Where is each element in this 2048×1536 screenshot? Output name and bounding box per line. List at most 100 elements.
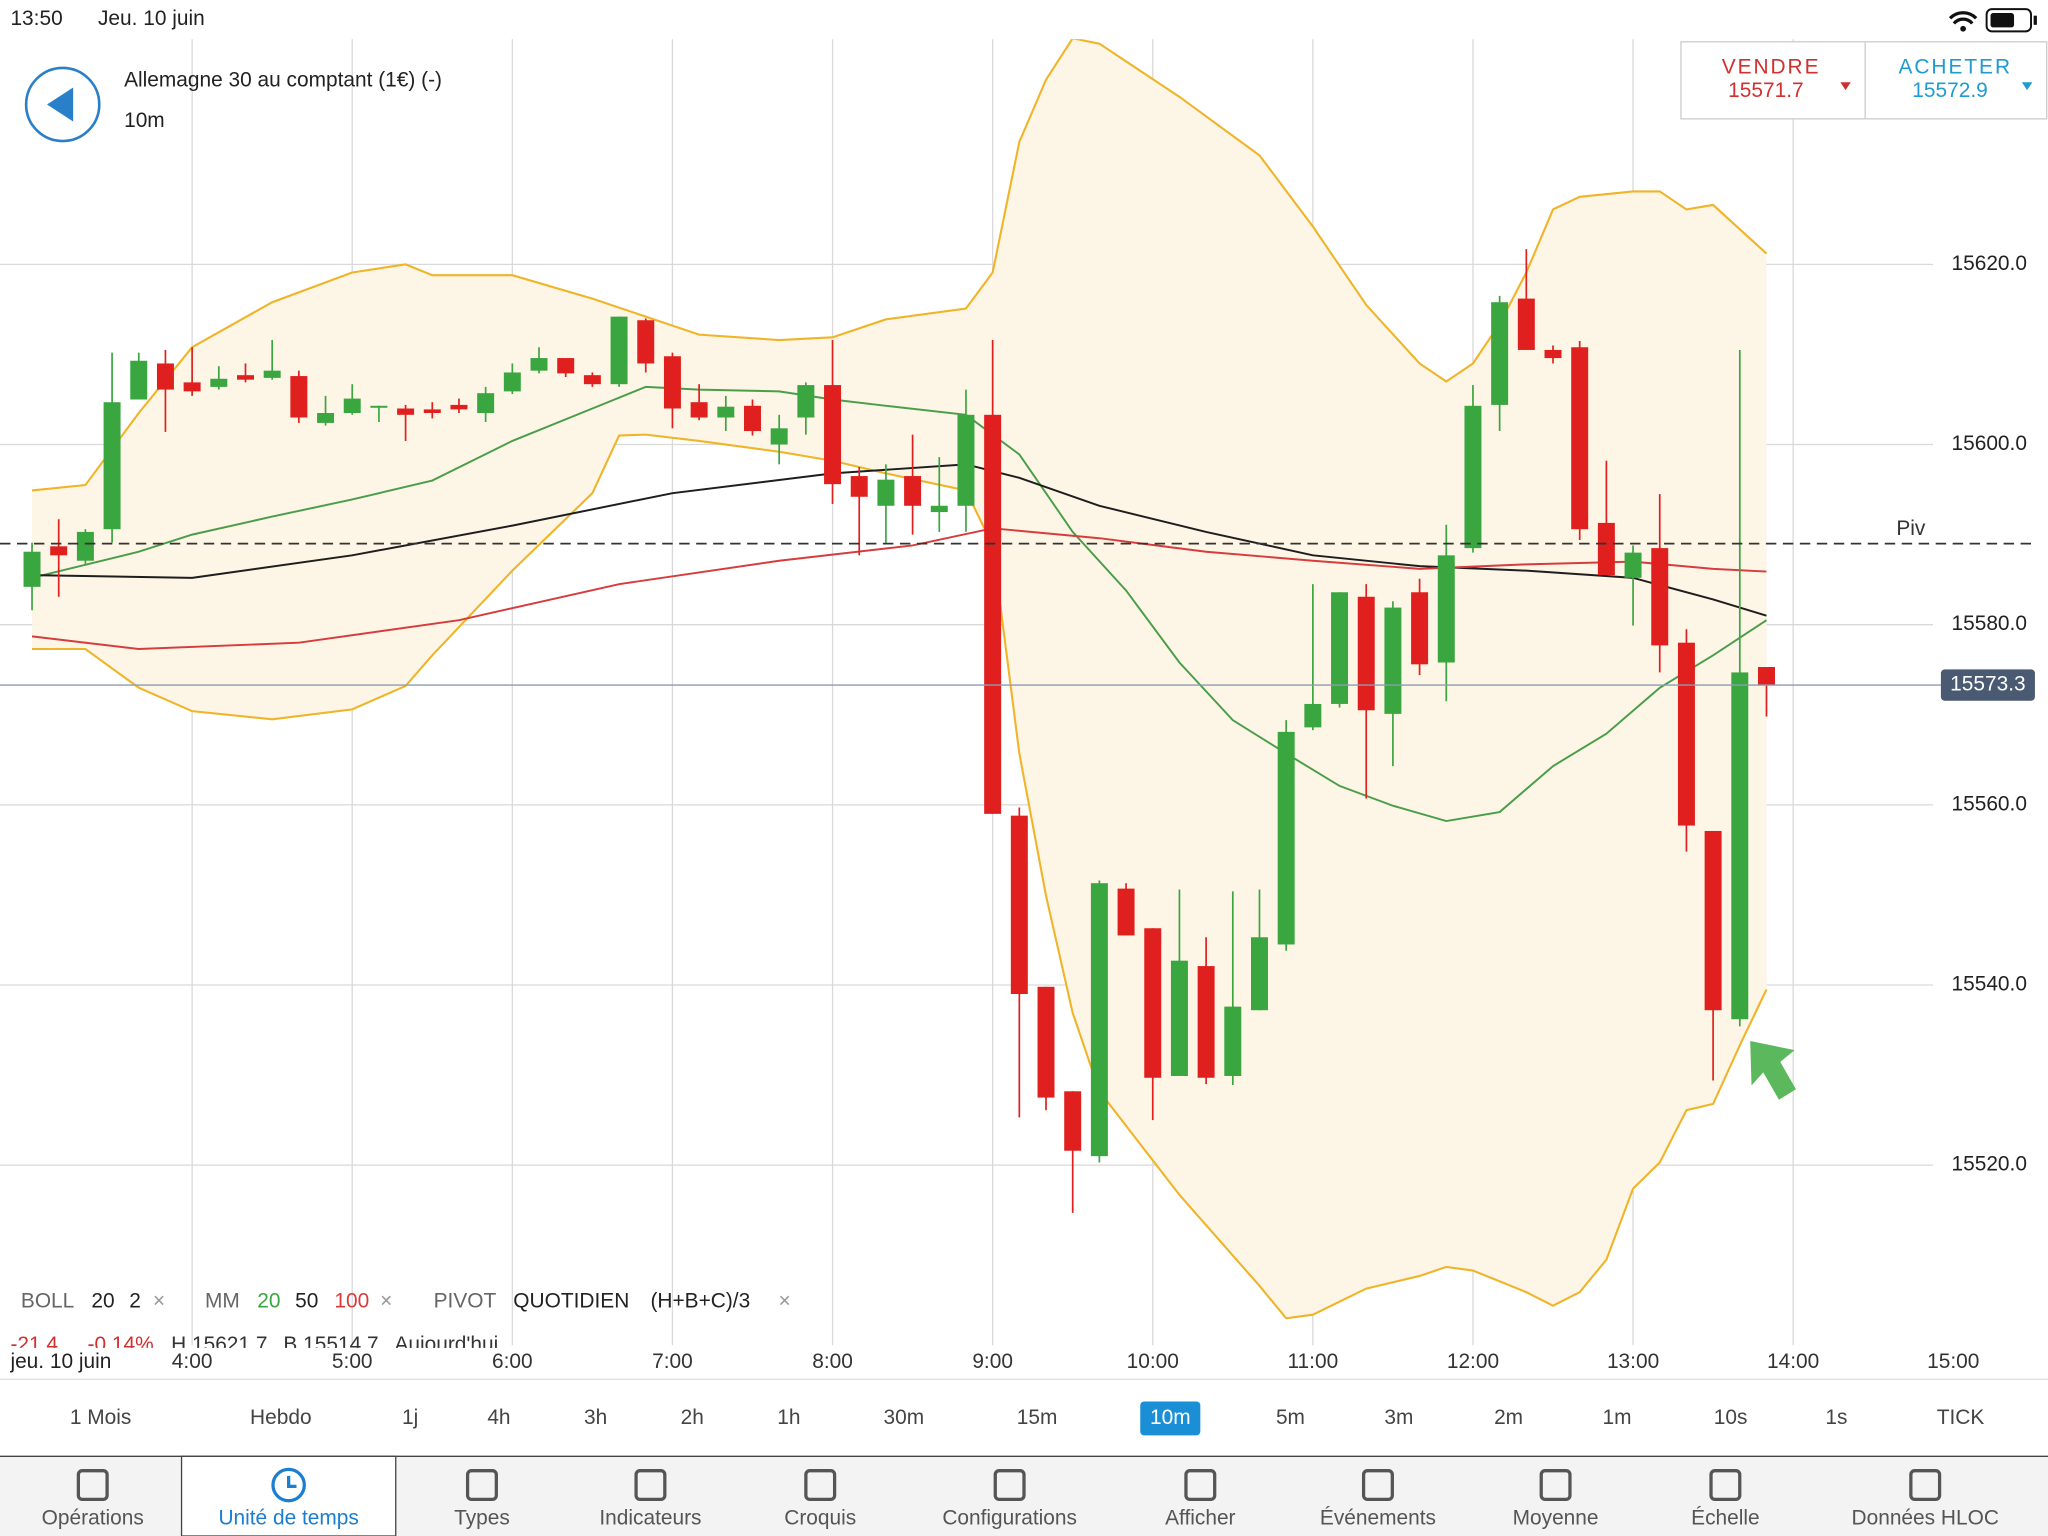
back-button[interactable] — [24, 66, 101, 143]
toolbar-label[interactable]: Types — [454, 1507, 510, 1530]
toolbar-label[interactable]: Croquis — [784, 1507, 856, 1530]
candle-body — [957, 414, 975, 506]
pivot-label: Piv — [1896, 517, 1926, 540]
band-fill — [32, 39, 1767, 1319]
candle-body — [904, 476, 922, 506]
remove-indicator[interactable]: × — [380, 1290, 392, 1313]
sell-label: VENDRE — [1722, 55, 1821, 78]
trade-box — [1680, 41, 2048, 120]
timeframe-option[interactable]: 4h — [487, 1406, 510, 1429]
candle-body — [1491, 302, 1509, 405]
icon-part — [1909, 1469, 1942, 1502]
candle-body — [1704, 830, 1722, 1011]
remove-indicator[interactable]: × — [778, 1290, 790, 1313]
toolbar-label[interactable]: Échelle — [1691, 1507, 1759, 1530]
buy-label: ACHETER — [1899, 55, 2012, 78]
chart-timeframe: 10m — [124, 109, 165, 132]
timeframe-option[interactable]: 5m — [1276, 1406, 1305, 1429]
instrument-title: Allemagne 30 au comptant (1€) (-) — [124, 68, 442, 91]
band-lower — [32, 433, 1768, 1320]
indicator-param: 20 — [257, 1290, 280, 1313]
candle-body — [1117, 888, 1135, 936]
candle-body — [1731, 672, 1749, 1020]
toolbar-label[interactable]: Moyenne — [1513, 1507, 1599, 1530]
sell-button[interactable]: VENDRE 15571.7 — [1722, 55, 1851, 102]
candle-body — [930, 505, 948, 513]
indicator-param: (H+B+C)/3 — [650, 1290, 750, 1313]
indicator-param: 2 — [129, 1290, 141, 1313]
candle-body — [156, 363, 174, 390]
timeframe-option[interactable]: 1m — [1602, 1406, 1631, 1429]
x-tick-label: 11:00 — [1288, 1350, 1339, 1373]
candle-body — [397, 408, 415, 415]
toolbar-label[interactable]: Configurations — [942, 1507, 1077, 1530]
candle-body — [1624, 552, 1642, 578]
toolbar-label[interactable]: Opérations — [42, 1507, 144, 1530]
candle-body — [1757, 667, 1775, 686]
candle-body — [1437, 555, 1455, 663]
candle-body — [877, 479, 895, 506]
timeframe-option[interactable]: 3m — [1384, 1406, 1413, 1429]
timeframe-option[interactable]: TICK — [1937, 1406, 1985, 1429]
candle-body — [1384, 607, 1402, 714]
timeframe-option[interactable]: 10s — [1714, 1406, 1748, 1429]
icon-part — [993, 1469, 1026, 1502]
moving-average — [32, 463, 1767, 617]
x-tick-label: 6:00 — [492, 1350, 533, 1373]
icon-part — [1361, 1469, 1394, 1502]
y-tick-label: 15580.0 — [1951, 612, 2026, 635]
candle-body — [583, 375, 601, 385]
buy-button[interactable]: ACHETER 15572.9 — [1899, 55, 2033, 102]
candle-body — [1544, 349, 1562, 359]
toolbar-label[interactable]: Afficher — [1165, 1507, 1235, 1530]
icon-part — [287, 1475, 297, 1488]
timeframe-option[interactable]: 2h — [681, 1406, 704, 1429]
candle-body — [850, 476, 868, 497]
candle-body — [690, 402, 708, 418]
timeframe-option[interactable]: 1 Mois — [70, 1406, 131, 1429]
candle-body — [50, 546, 68, 556]
toolbar-label[interactable]: Données HLOC — [1852, 1507, 1999, 1530]
candle-body — [1304, 703, 1322, 728]
candle-body — [1090, 883, 1108, 1157]
timeframe-option[interactable]: 2m — [1494, 1406, 1523, 1429]
plot-area — [0, 39, 1934, 1346]
candle-body — [130, 360, 148, 400]
indicator-label: BOLL — [21, 1290, 74, 1313]
toolbar-label[interactable]: Unité de temps — [218, 1507, 358, 1530]
candle-body — [1411, 592, 1429, 665]
indicator-param: 20 — [91, 1290, 114, 1313]
candle-body — [183, 382, 201, 392]
candle-body — [1197, 966, 1215, 1078]
candle-body — [103, 402, 121, 530]
timeframe-option[interactable]: 1s — [1825, 1406, 1847, 1429]
y-tick-label: 15560.0 — [1951, 792, 2026, 815]
toolbar-label[interactable]: Événements — [1320, 1507, 1436, 1530]
candle-body — [797, 385, 815, 418]
x-tick-label: 13:00 — [1607, 1350, 1659, 1373]
x-tick-label: 7:00 — [652, 1350, 693, 1373]
candle-body — [1331, 592, 1349, 704]
x-tick-label: 12:00 — [1447, 1350, 1499, 1373]
icon-part — [1709, 1469, 1742, 1502]
price-tag-label: 15573.3 — [1950, 673, 2025, 696]
timeframe-option[interactable]: Hebdo — [250, 1406, 312, 1429]
timeframe-option[interactable]: 1h — [777, 1406, 800, 1429]
toolbar-icon — [1909, 1469, 1942, 1502]
timeframe-option[interactable]: 3h — [584, 1406, 607, 1429]
timeframe-option[interactable]: 1j — [402, 1406, 418, 1429]
candle-body — [637, 320, 655, 364]
candle-body — [530, 358, 548, 371]
candle-body — [1010, 815, 1028, 995]
toolbar-label[interactable]: Indicateurs — [599, 1507, 701, 1530]
status-date: Jeu. 10 juin — [98, 7, 205, 30]
candle-body — [824, 385, 842, 485]
timeframe-option[interactable]: 30m — [884, 1406, 925, 1429]
remove-indicator[interactable]: × — [153, 1290, 165, 1313]
indicator-label: MM — [205, 1290, 240, 1313]
timeframe-option[interactable]: 10m — [1150, 1406, 1191, 1429]
candle-body — [343, 398, 361, 414]
timeframe-option[interactable]: 15m — [1017, 1406, 1058, 1429]
